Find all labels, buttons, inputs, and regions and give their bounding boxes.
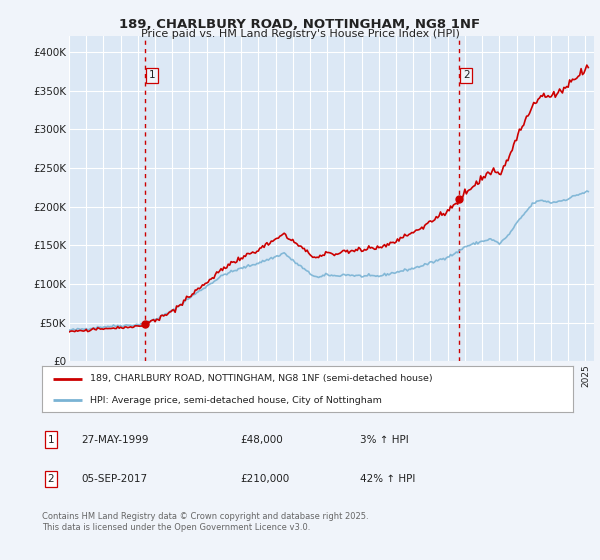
Text: Price paid vs. HM Land Registry's House Price Index (HPI): Price paid vs. HM Land Registry's House …: [140, 29, 460, 39]
Text: HPI: Average price, semi-detached house, City of Nottingham: HPI: Average price, semi-detached house,…: [90, 395, 382, 405]
Text: 189, CHARLBURY ROAD, NOTTINGHAM, NG8 1NF (semi-detached house): 189, CHARLBURY ROAD, NOTTINGHAM, NG8 1NF…: [90, 374, 433, 383]
Text: £48,000: £48,000: [240, 435, 283, 445]
Text: 1: 1: [148, 71, 155, 81]
Text: 2: 2: [47, 474, 55, 484]
Text: 3% ↑ HPI: 3% ↑ HPI: [360, 435, 409, 445]
Text: 05-SEP-2017: 05-SEP-2017: [81, 474, 147, 484]
Text: 27-MAY-1999: 27-MAY-1999: [81, 435, 149, 445]
Text: 2: 2: [463, 71, 469, 81]
Text: Contains HM Land Registry data © Crown copyright and database right 2025.
This d: Contains HM Land Registry data © Crown c…: [42, 512, 368, 532]
Text: £210,000: £210,000: [240, 474, 289, 484]
Text: 1: 1: [47, 435, 55, 445]
Text: 42% ↑ HPI: 42% ↑ HPI: [360, 474, 415, 484]
Text: 189, CHARLBURY ROAD, NOTTINGHAM, NG8 1NF: 189, CHARLBURY ROAD, NOTTINGHAM, NG8 1NF: [119, 18, 481, 31]
